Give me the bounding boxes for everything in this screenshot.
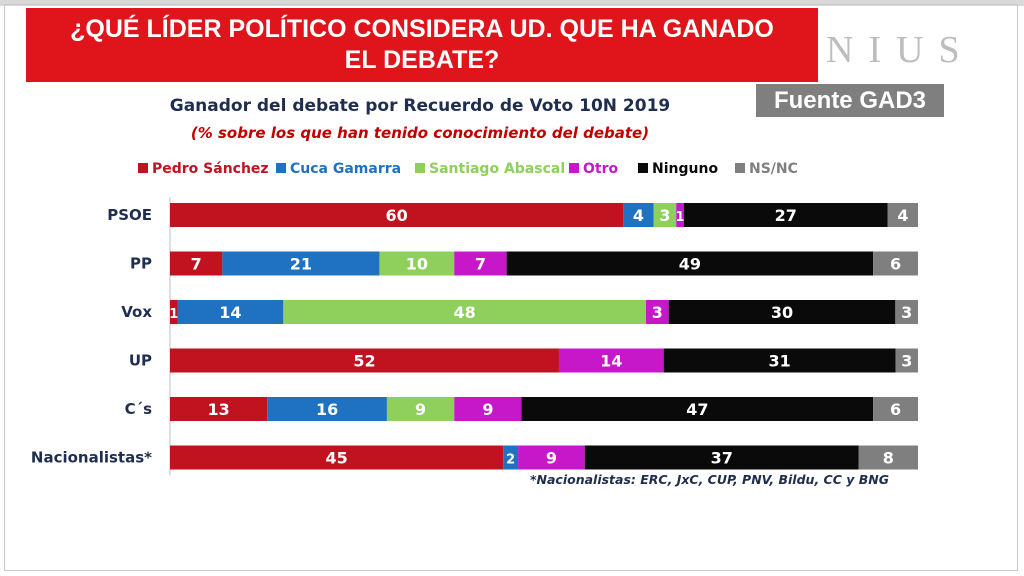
bar-segment [170, 348, 559, 373]
slide-frame [4, 4, 1018, 571]
bar-value-label: 9 [482, 400, 493, 419]
category-label: Vox [121, 303, 152, 321]
legend-label: Ninguno [652, 161, 718, 177]
bar-value-label: 6 [890, 400, 901, 419]
legend-label: Otro [583, 161, 618, 177]
bar-value-label: 7 [191, 255, 202, 274]
category-label: PSOE [107, 206, 152, 224]
bar-segment [584, 445, 859, 470]
bar-value-label: 8 [883, 449, 894, 468]
bar-value-label: 4 [633, 206, 644, 225]
source-badge: Fuente GAD3 [756, 84, 944, 117]
bar-segment [663, 348, 896, 373]
bar-segment [653, 203, 677, 227]
legend-swatch [638, 163, 648, 173]
bar-segment [503, 445, 519, 470]
question-banner: ¿QUÉ LÍDER POLÍTICO CONSIDERA UD. QUE HA… [26, 8, 818, 82]
bar-value-label: 60 [386, 206, 408, 225]
legend-swatch [138, 163, 148, 173]
bar-segment [177, 300, 284, 324]
chart-title: Ganador del debate por Recuerdo de Voto … [169, 96, 671, 116]
bar-value-label: 31 [768, 352, 790, 371]
bar-segment [895, 300, 918, 324]
bar-segment [506, 251, 874, 276]
bar-value-label: 47 [686, 400, 708, 419]
category-label: PP [130, 255, 152, 273]
bar-segment [623, 203, 654, 227]
category-label: C´s [125, 400, 153, 418]
bar-value-label: 14 [219, 303, 241, 322]
bar-segment [170, 251, 223, 276]
category-label: Nacionalistas* [31, 449, 152, 467]
top-strip [0, 0, 1024, 6]
bar-segment [518, 445, 585, 470]
bar-value-label: 1 [675, 210, 684, 225]
legend-swatch [276, 163, 286, 173]
bar-segment [170, 300, 178, 324]
chart-subtitle: (% sobre los que han tenido conocimiento… [190, 124, 650, 142]
bar-value-label: 10 [406, 255, 428, 274]
bar-value-label: 3 [659, 206, 670, 225]
bar-segment [170, 203, 624, 227]
bar-segment [454, 251, 507, 276]
bar-value-label: 16 [316, 400, 338, 419]
bar-segment [454, 397, 522, 421]
bar-segment [267, 397, 387, 421]
bar-value-label: 37 [711, 449, 733, 468]
bar-segment [873, 397, 918, 421]
bar-segment [873, 251, 918, 276]
bar-segment [283, 300, 646, 324]
category-label: UP [129, 352, 152, 370]
question-text: ¿QUÉ LÍDER POLÍTICO CONSIDERA UD. QUE HA… [70, 15, 774, 74]
legend-swatch [569, 163, 579, 173]
bar-segment [858, 445, 918, 470]
chart-footnote: *Nacionalistas: ERC, JxC, CUP, PNV, Bild… [530, 472, 889, 487]
bar-segment [558, 348, 664, 373]
bar-value-label: 27 [775, 206, 797, 225]
bar-value-label: 48 [454, 303, 476, 322]
bar-value-label: 4 [897, 206, 908, 225]
bar-value-label: 9 [546, 449, 557, 468]
bar-segment [386, 397, 455, 421]
bar-value-label: 1 [169, 307, 178, 322]
bar-value-label: 21 [290, 255, 312, 274]
bar-segment [895, 348, 918, 373]
bar-segment [668, 300, 896, 324]
bar-segment [170, 397, 268, 421]
bar-value-label: 3 [901, 352, 912, 371]
legend-swatch [735, 163, 745, 173]
bar-value-label: 3 [901, 303, 912, 322]
legend-label: Santiago Abascal [429, 161, 565, 177]
bar-segment [646, 300, 669, 324]
bar-segment [521, 397, 874, 421]
legend-label: NS/NC [749, 161, 798, 177]
bar-value-label: 45 [326, 449, 348, 468]
bar-value-label: 49 [679, 255, 701, 274]
bar-segment [379, 251, 455, 276]
legend-label: Pedro Sánchez [152, 161, 269, 177]
bar-value-label: 7 [475, 255, 486, 274]
legend-label: Cuca Gamarra [290, 161, 401, 177]
bar-value-label: 13 [207, 400, 229, 419]
bar-value-label: 3 [652, 303, 663, 322]
bar-segment [222, 251, 380, 276]
bar-value-label: 9 [415, 400, 426, 419]
bar-value-label: 14 [600, 352, 622, 371]
bar-segment [887, 203, 918, 227]
bar-segment [170, 445, 504, 470]
bar-segment [683, 203, 888, 227]
brand-logo: NIUS [826, 29, 975, 71]
bar-value-label: 6 [890, 255, 901, 274]
bar-value-label: 52 [353, 352, 375, 371]
legend-swatch [415, 163, 425, 173]
bar-value-label: 2 [506, 453, 515, 468]
bar-segment [676, 203, 684, 227]
bar-value-label: 30 [771, 303, 793, 322]
